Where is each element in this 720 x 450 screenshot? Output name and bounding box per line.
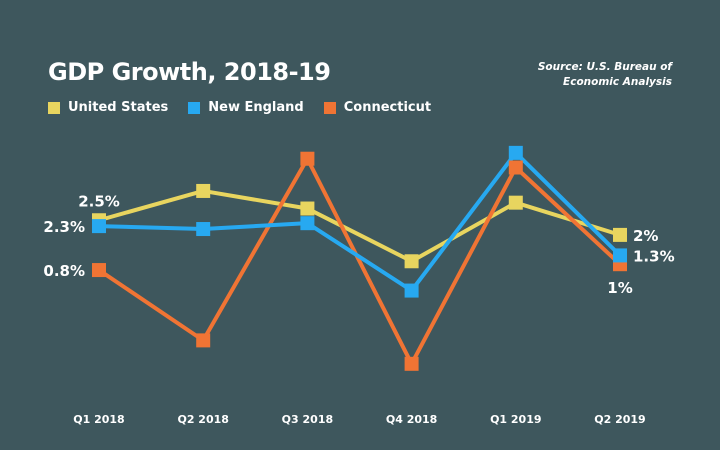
x-tick-label-q3-2018: Q3 2018 [282, 413, 333, 426]
data-point-united-states-q2-2018 [196, 183, 211, 198]
legend-label-new-england: New England [208, 100, 304, 115]
legend-item-connecticut: Connecticut [323, 100, 432, 115]
data-point-new-england-q1-2019 [508, 145, 523, 160]
series-line-connecticut [97, 156, 622, 366]
legend-label-united-states: United States [68, 100, 169, 115]
x-tick-label-q4-2018: Q4 2018 [386, 413, 437, 426]
data-label-connecticut-q1-2018: 0.8% [43, 262, 85, 280]
data-point-connecticut-q2-2018 [196, 333, 211, 348]
data-point-new-england-q2-2018 [196, 222, 211, 237]
data-point-connecticut-q4-2018 [404, 356, 419, 371]
data-label-connecticut-q2-2019: 1% [607, 279, 632, 297]
data-label-united-states-q2-2019: 2% [633, 227, 658, 245]
legend-swatch-new-england [188, 101, 201, 114]
source-line-1: Source: U.S. Bureau of [537, 61, 672, 73]
x-tick-label-q1-2018: Q1 2018 [73, 413, 124, 426]
legend-item-united-states: United States [48, 100, 168, 115]
data-point-connecticut-q3-2018 [300, 151, 315, 166]
data-label-new-england-q2-2019: 1.3% [633, 247, 675, 265]
source-note: Source: U.S. Bureau of Economic Analysis [538, 60, 672, 90]
data-label-new-england-q1-2018: 2.3% [43, 218, 85, 236]
data-point-connecticut-q1-2018 [92, 263, 106, 278]
data-point-new-england-q1-2018 [92, 219, 106, 234]
legend-swatch-connecticut [323, 101, 336, 114]
chart-title: GDP Growth, 2018-19 [48, 58, 331, 86]
legend-swatch-united-states [48, 101, 60, 114]
legend-label-connecticut: Connecticut [343, 100, 432, 115]
data-point-united-states-q1-2019 [508, 195, 523, 210]
x-tick-label-q2-2019: Q2 2019 [594, 413, 645, 426]
x-tick-label-q2-2018: Q2 2018 [177, 413, 228, 426]
data-point-new-england-q2-2019 [613, 248, 627, 263]
data-point-new-england-q4-2018 [404, 283, 419, 298]
legend-item-new-england: New England [188, 100, 304, 115]
data-point-new-england-q3-2018 [300, 216, 315, 231]
x-tick-label-q1-2019: Q1 2019 [490, 413, 541, 426]
legend: United States New England Connecticut [48, 100, 431, 115]
series-line-united-states [98, 188, 621, 264]
data-label-united-states-q1-2018: 2.5% [78, 192, 120, 210]
data-point-united-states-q2-2019 [613, 227, 627, 242]
data-point-united-states-q3-2018 [300, 201, 315, 216]
data-point-united-states-q4-2018 [404, 254, 419, 269]
data-point-connecticut-q1-2019 [508, 160, 523, 175]
series-line-new-england [98, 150, 622, 293]
source-line-2: Economic Analysis [563, 76, 672, 88]
